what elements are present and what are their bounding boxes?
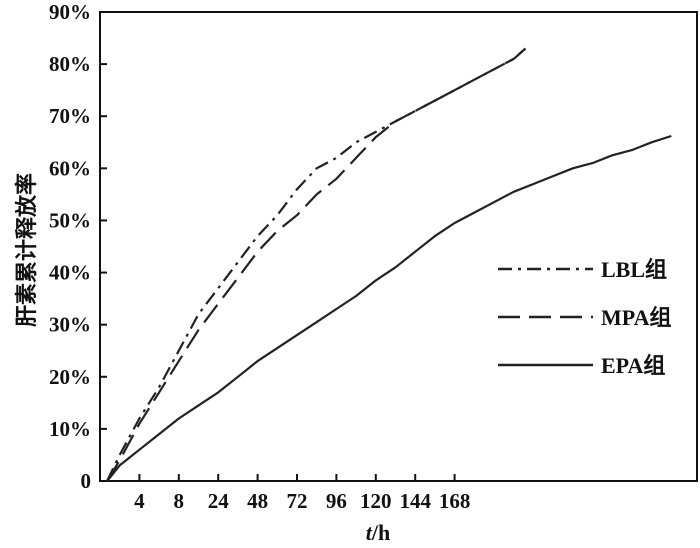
- legend-label-2: MPA组: [601, 305, 671, 330]
- y-tick-label: 50%: [49, 208, 91, 232]
- y-tick-label: 90%: [49, 0, 91, 24]
- y-tick-label: 0: [81, 469, 92, 493]
- x-tick-label: 48: [247, 489, 268, 513]
- x-axis-label-var: t: [366, 520, 373, 545]
- x-axis-label-unit: /h: [371, 520, 390, 545]
- x-axis-ticks: 4 8 24 48 72 96 120 144 168: [134, 474, 470, 513]
- axes: [99, 11, 698, 482]
- y-axis-ticks: 0 10% 20% 30% 40% 50% 60% 70% 80% 90%: [49, 0, 107, 493]
- series-lines: [106, 47, 672, 482]
- y-tick-label: 30%: [49, 313, 91, 337]
- y-tick-label: 20%: [49, 365, 91, 389]
- series-line-1: [106, 47, 527, 482]
- legend-label-1: LBL组: [601, 257, 667, 282]
- y-tick-label: 40%: [49, 261, 91, 285]
- x-tick-label: 96: [326, 489, 347, 513]
- y-tick-label: 10%: [49, 417, 91, 441]
- x-tick-label: 8: [174, 489, 185, 513]
- series-line-2: [106, 47, 527, 482]
- legend-label-3: EPA组: [601, 353, 665, 378]
- y-tick-label: 70%: [49, 104, 91, 128]
- y-tick-label: 60%: [49, 156, 91, 180]
- y-axis-label: 肝素累计释放率: [14, 173, 40, 327]
- legend: LBL组 MPA组 EPA组: [498, 257, 671, 378]
- x-tick-label: 120: [360, 489, 392, 513]
- x-tick-label: 144: [399, 489, 431, 513]
- plot-frame: [99, 11, 698, 482]
- x-tick-label: 4: [134, 489, 145, 513]
- series-line-3: [106, 134, 672, 482]
- x-tick-label: 24: [208, 489, 230, 513]
- x-tick-label: 168: [439, 489, 471, 513]
- y-tick-label: 80%: [49, 52, 91, 76]
- x-tick-label: 72: [287, 489, 308, 513]
- x-axis-label: t/h: [366, 520, 390, 545]
